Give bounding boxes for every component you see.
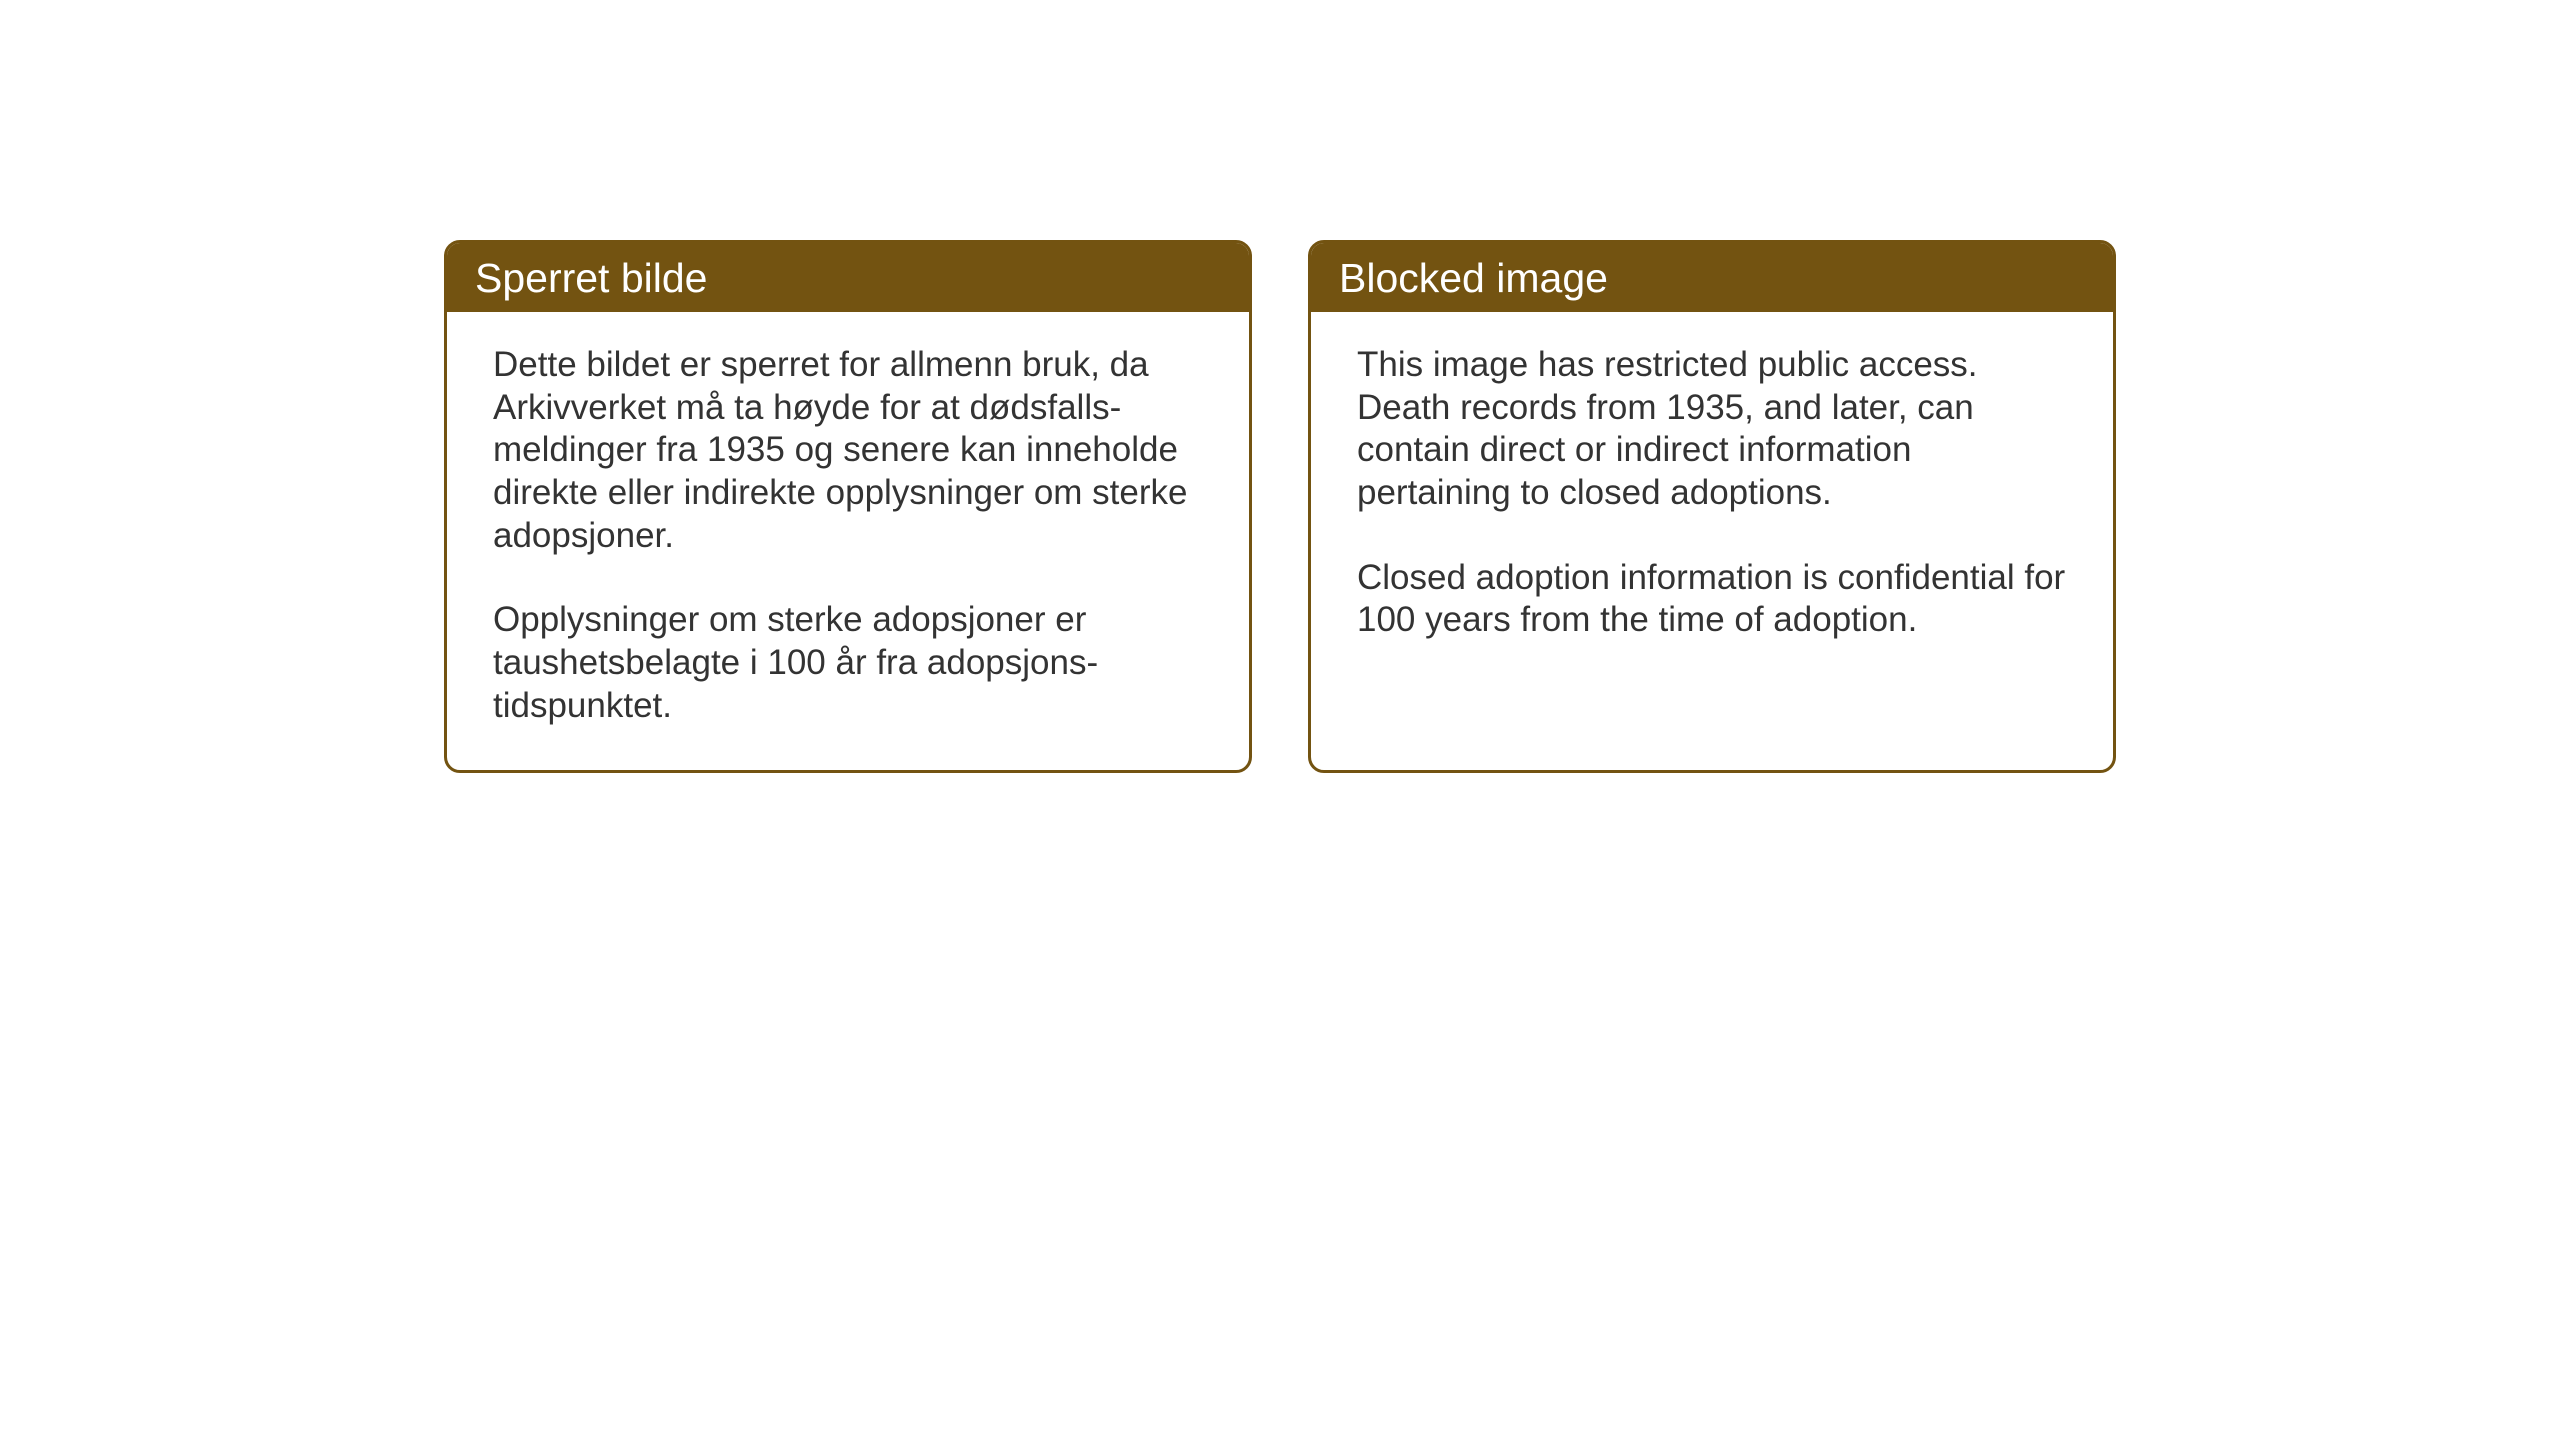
card-header-english: Blocked image [1311, 243, 2113, 312]
card-header-norwegian: Sperret bilde [447, 243, 1249, 312]
paragraph-english-1: This image has restricted public access.… [1357, 344, 2067, 515]
notice-card-norwegian: Sperret bilde Dette bildet er sperret fo… [444, 240, 1252, 773]
card-body-english: This image has restricted public access.… [1311, 312, 2113, 684]
paragraph-norwegian-2: Opplysninger om sterke adopsjoner er tau… [493, 599, 1203, 727]
notice-card-english: Blocked image This image has restricted … [1308, 240, 2116, 773]
paragraph-norwegian-1: Dette bildet er sperret for allmenn bruk… [493, 344, 1203, 557]
paragraph-english-2: Closed adoption information is confident… [1357, 557, 2067, 642]
card-body-norwegian: Dette bildet er sperret for allmenn bruk… [447, 312, 1249, 770]
notice-container: Sperret bilde Dette bildet er sperret fo… [0, 0, 2560, 773]
